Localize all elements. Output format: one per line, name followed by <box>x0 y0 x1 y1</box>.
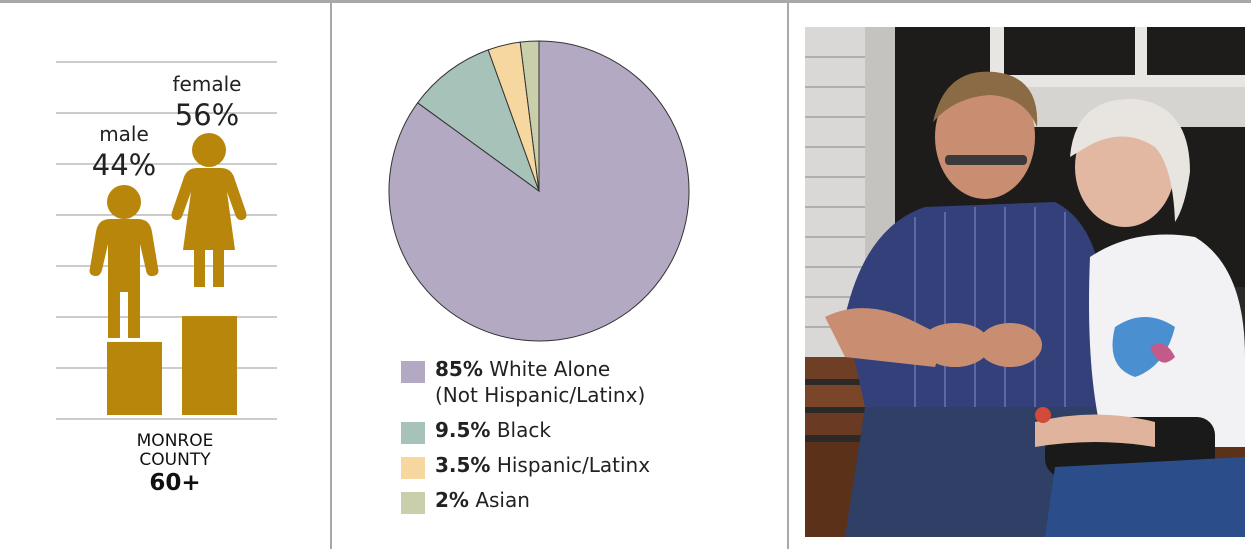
legend-swatch <box>401 492 425 514</box>
county-line-2: COUNTY <box>139 450 211 470</box>
legend-label: Hispanic/Latinx <box>490 453 651 477</box>
photo-panel <box>790 0 1251 549</box>
gridlines <box>56 61 277 420</box>
legend-swatch <box>401 361 425 383</box>
legend-label: Black <box>490 418 551 442</box>
race-chart-panel: 85% White Alone (Not Hispanic/Latinx) 9.5%… <box>333 0 788 549</box>
frame-top-border <box>0 0 1251 3</box>
legend-item: 2% Asian <box>401 487 650 514</box>
female-label: female <box>173 72 242 96</box>
county-line-1: MONROE <box>136 431 214 451</box>
gender-chart-panel: male 44% female 56% MONROE COUNTY 60+ <box>0 0 331 549</box>
legend-percent: 2% <box>435 488 469 512</box>
legend-swatch <box>401 457 425 479</box>
pie-legend: 85% White Alone (Not Hispanic/Latinx) 9.5%… <box>401 356 650 522</box>
male-label: male <box>99 122 149 146</box>
legend-percent: 85% <box>435 357 483 381</box>
legend-label: White Alone <box>482 357 611 381</box>
pie-slice-4 <box>519 40 540 192</box>
male-person-icon <box>89 185 159 338</box>
legend-label-line-2: (Not Hispanic/Latinx) <box>435 383 646 407</box>
male-percent-label: 44% <box>92 148 156 182</box>
legend-item: 85% White Alone (Not Hispanic/Latinx) <box>401 356 650 408</box>
elderly-couple-photo <box>805 27 1245 537</box>
legend-label: Asian <box>468 488 530 512</box>
legend-percent: 9.5% <box>435 418 491 442</box>
legend-item: 3.5% Hispanic/Latinx <box>401 452 651 479</box>
panel-divider-right <box>787 0 789 549</box>
female-bar <box>182 316 237 415</box>
race-pie-chart <box>388 40 690 342</box>
pie-slice-2 <box>416 49 541 193</box>
female-person-icon <box>171 133 247 287</box>
county-caption: MONROE COUNTY 60+ <box>60 431 290 497</box>
male-bar <box>107 341 162 415</box>
legend-item: 9.5% Black <box>401 417 650 444</box>
gender-chart: male 44% female 56% <box>56 61 277 420</box>
female-percent-label: 56% <box>175 98 239 132</box>
age-group-label: 60+ <box>149 470 201 496</box>
legend-swatch <box>401 422 425 444</box>
panel-divider-left <box>330 0 332 549</box>
legend-percent: 3.5% <box>435 453 491 477</box>
